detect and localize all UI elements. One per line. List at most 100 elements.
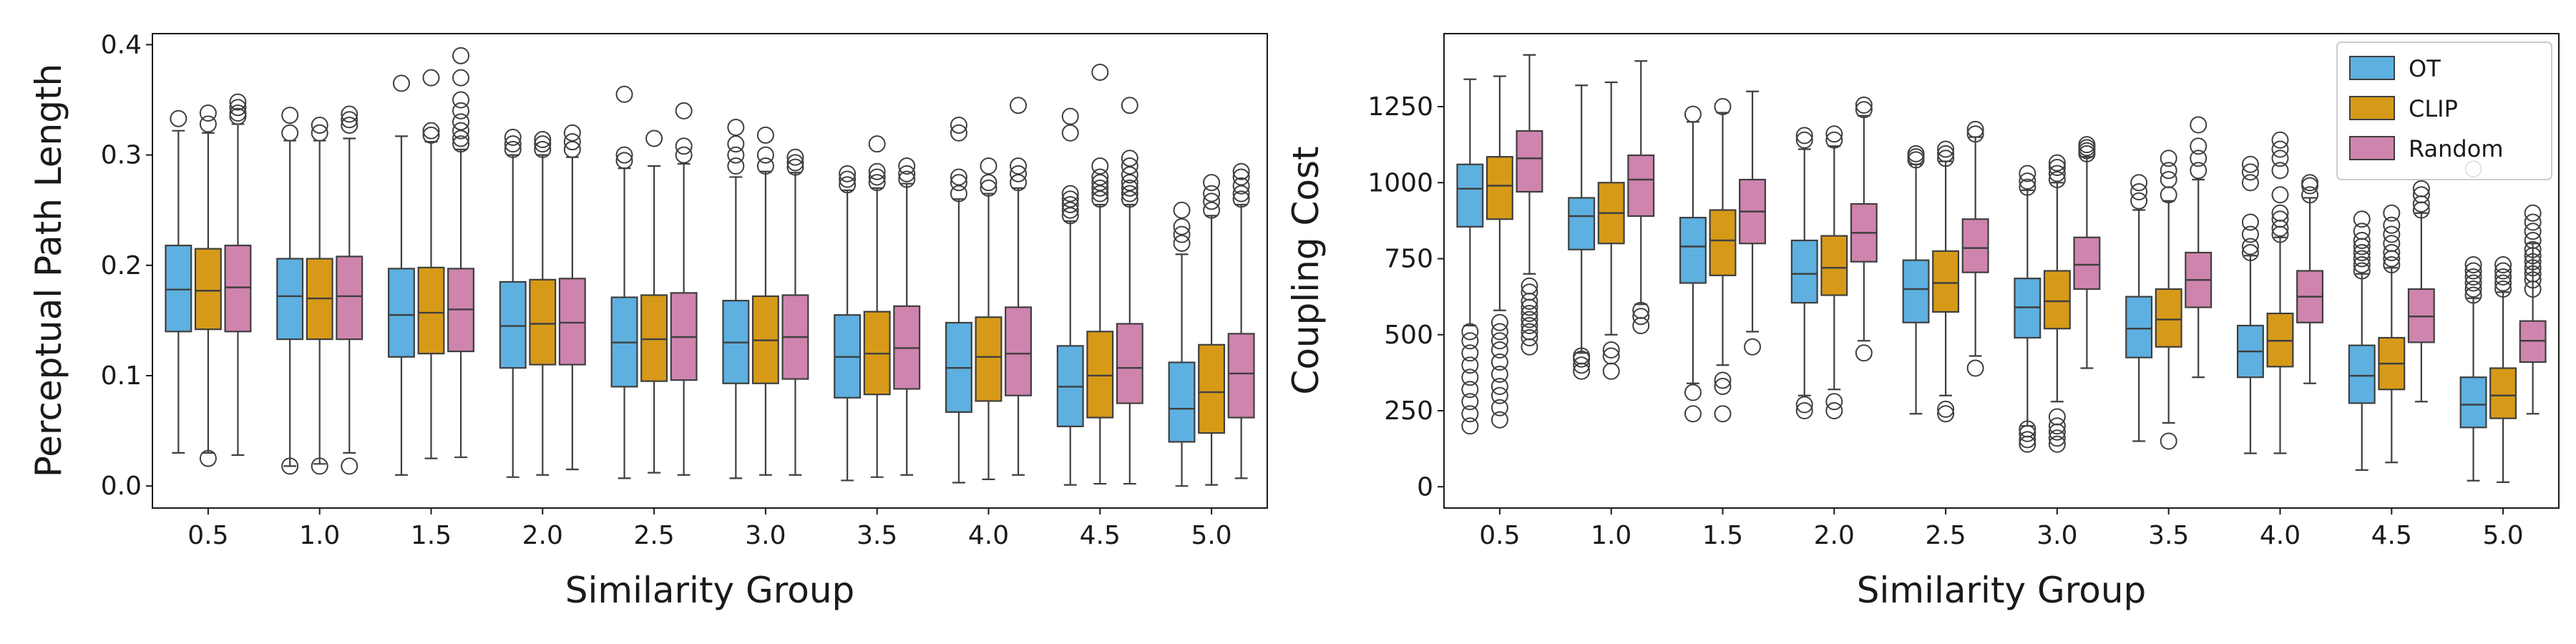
outlier-point: [1203, 185, 1221, 203]
box-clip-2.0: [529, 131, 557, 476]
box-ot-1.5: [1679, 105, 1707, 423]
outlier-point: [2160, 162, 2177, 180]
outlier-point: [452, 69, 470, 87]
box-clip-2.5: [1932, 140, 1960, 423]
box-random-1.5: [1739, 90, 1767, 356]
x-tick-label: 1.0: [299, 521, 340, 550]
outlier-point: [2160, 432, 2177, 450]
outlier-point: [1173, 201, 1191, 219]
outlier-point: [2494, 262, 2512, 280]
iqr-box: [2348, 344, 2376, 404]
outlier-point: [2241, 225, 2259, 243]
box-ot-0.5: [165, 109, 192, 454]
outlier-point: [1744, 338, 1762, 356]
box-clip-1.5: [417, 69, 445, 459]
outlier-point: [2353, 244, 2371, 261]
box-ot-5.0: [1168, 201, 1196, 487]
y-tick-label: 250: [1384, 396, 1433, 426]
outlier-point: [422, 69, 440, 87]
outlier-point: [1602, 362, 1620, 380]
outlier-point: [1121, 166, 1138, 184]
iqr-box: [1005, 306, 1033, 396]
box-random-0.5: [224, 93, 252, 457]
outlier-point: [615, 152, 633, 170]
outlier-point: [1937, 150, 1955, 167]
outlier-point: [1966, 359, 1984, 377]
outlier-point: [2271, 162, 2289, 180]
box-clip-0.5: [1485, 75, 1513, 429]
box-random-1.5: [447, 47, 475, 459]
box-random-3.5: [2185, 116, 2212, 379]
box-random-5.0: [1227, 162, 1255, 479]
outlier-point: [2130, 174, 2148, 192]
outlier-point: [1491, 411, 1508, 429]
x-tick-label: 3.0: [745, 521, 786, 550]
box-clip-1.0: [306, 116, 333, 475]
box-ot-2.0: [499, 128, 527, 478]
box-random-4.0: [2296, 174, 2324, 384]
outlier-point: [2078, 136, 2096, 154]
outlier-point: [2383, 235, 2401, 253]
outlier-point: [950, 168, 967, 186]
iqr-box: [2489, 367, 2517, 419]
outlier-point: [1825, 131, 1843, 149]
y-tick-label: 750: [1384, 245, 1433, 274]
outlier-point: [2524, 213, 2542, 231]
outlier-point: [1091, 157, 1109, 175]
iqr-box: [417, 266, 445, 355]
outlier-point: [504, 140, 522, 158]
outlier-point: [1632, 308, 1650, 326]
outlier-point: [1684, 384, 1702, 401]
outlier-point: [756, 126, 774, 144]
box-ot-2.0: [1790, 127, 1818, 419]
outlier-point: [2160, 171, 2177, 188]
box-clip-3.5: [2155, 150, 2182, 450]
box-random-1.0: [336, 105, 364, 475]
x-tick-label: 2.0: [1814, 521, 1855, 550]
outlier-point: [2048, 165, 2066, 182]
outlier-point: [2412, 180, 2430, 197]
outlier-point: [2271, 204, 2289, 222]
box-random-2.5: [1961, 120, 1989, 377]
box-clip-5.0: [2489, 256, 2517, 483]
outlier-point: [452, 102, 470, 119]
outlier-point: [1091, 174, 1109, 192]
x-axis-label: Similarity Group: [565, 570, 855, 611]
x-axis: 0.5 1.0 1.5 2.0 2.5 3.0 3.5 4.0 4.5 5.0: [187, 508, 1232, 550]
x-tick-label: 2.5: [1925, 521, 1966, 550]
outlier-point: [1937, 400, 1955, 418]
outlier-point: [452, 113, 470, 131]
iqr-box: [1456, 163, 1484, 228]
outlier-point: [1010, 165, 1028, 182]
outlier-point: [1061, 201, 1079, 219]
legend-label-clip: CLIP: [2409, 95, 2458, 122]
outlier-point: [2048, 171, 2066, 188]
outlier-point: [2048, 154, 2066, 172]
outlier-point: [452, 122, 470, 140]
box-random-5.0: [2519, 204, 2547, 415]
plot-content: [165, 47, 1255, 487]
outlier-point: [452, 130, 470, 147]
box-random-2.0: [558, 124, 586, 471]
iqr-box: [194, 248, 222, 331]
outlier-point: [2048, 429, 2066, 447]
outlier-point: [2019, 420, 2036, 438]
iqr-box: [529, 278, 557, 366]
outlier-point: [1461, 393, 1479, 411]
plot-frame: [1443, 33, 2560, 509]
outlier-point: [2524, 240, 2542, 258]
x-tick-label: 2.0: [522, 521, 563, 550]
box-ot-2.5: [610, 85, 638, 479]
outlier-point: [786, 154, 804, 172]
box-clip-3.0: [2043, 154, 2071, 453]
outlier-point: [1121, 190, 1138, 208]
outlier-point: [1010, 157, 1028, 175]
x-axis-label: Similarity Group: [1857, 570, 2147, 611]
outlier-point: [2464, 274, 2482, 292]
outlier-point: [1091, 179, 1109, 197]
iqr-box: [1627, 154, 1655, 218]
box-ot-1.0: [276, 107, 304, 475]
outlier-point: [199, 449, 217, 467]
outlier-point: [1203, 192, 1221, 210]
